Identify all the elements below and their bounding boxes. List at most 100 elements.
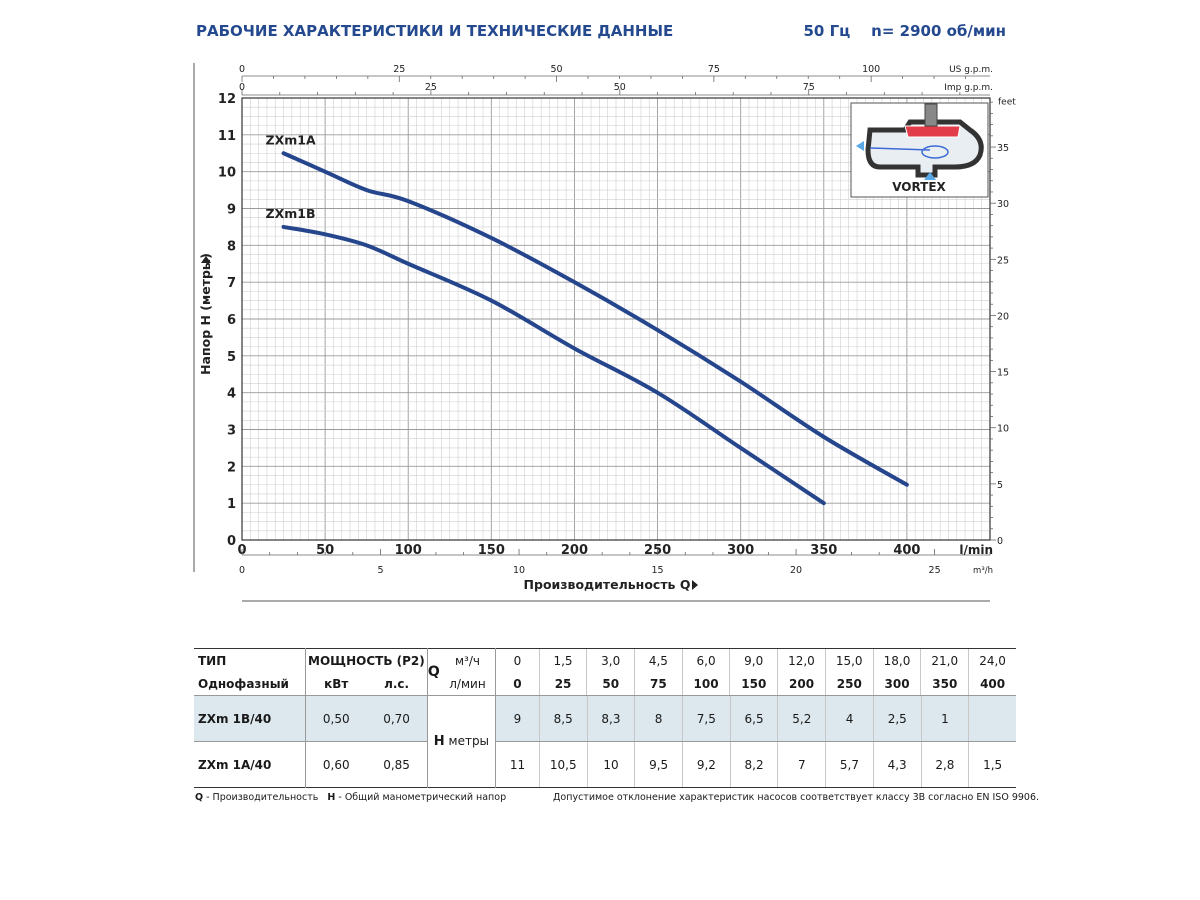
m3h-tick-label: 15 bbox=[652, 565, 664, 576]
feet-tick-label: 0 bbox=[997, 536, 1003, 547]
col-phase: Однофазный bbox=[194, 672, 307, 696]
x-axis-arrow bbox=[692, 580, 698, 590]
curve-zxm1b bbox=[281, 224, 826, 506]
flow-lmin-cell: 300 bbox=[873, 672, 922, 695]
head-zxm1b-cell: 8,5 bbox=[539, 696, 588, 741]
col-hp: л.с. bbox=[366, 672, 428, 696]
flow-m3h-cell: 24,0 bbox=[979, 653, 1006, 668]
us-gpm-tick-label: 50 bbox=[551, 64, 563, 75]
imp-gpm-tick-label: 75 bbox=[803, 82, 815, 93]
flow-lmin-cell: 100 bbox=[682, 672, 731, 695]
us-gpm-tick-label: 0 bbox=[239, 64, 245, 75]
m3h-unit-label: m³/h bbox=[973, 566, 993, 576]
head-zxm1b-cell: 8 bbox=[634, 696, 683, 741]
x-axis-title: Производительность Q bbox=[524, 577, 691, 592]
y-tick-label: 12 bbox=[218, 92, 236, 107]
flow-lmin-cell: 200 bbox=[777, 672, 826, 695]
head-zxm1a-cell: 7 bbox=[777, 742, 827, 787]
x-tick-label: 300 bbox=[727, 543, 754, 558]
y-tick-label: 4 bbox=[227, 387, 236, 402]
flow-lmin-cell: 400 bbox=[980, 676, 1006, 691]
h-label-cell: H метры bbox=[427, 695, 497, 788]
head-zxm1a-cell: 10 bbox=[587, 742, 636, 787]
y-tick-label: 10 bbox=[218, 166, 236, 181]
us-gpm-tick-label: 75 bbox=[708, 64, 720, 75]
head-zxm1a-cell: 9,2 bbox=[682, 742, 731, 787]
head-zxm1a-cell: 5,7 bbox=[825, 742, 874, 787]
x-tick-label: 100 bbox=[395, 543, 422, 558]
head-zxm1b-cell: 4 bbox=[825, 696, 874, 741]
head-zxm1a-cell: 11 bbox=[496, 742, 540, 787]
col-q: Q bbox=[427, 664, 440, 680]
y-axis-arrow bbox=[201, 256, 211, 263]
unit-m3h: м³/ч bbox=[439, 648, 497, 672]
vortex-label: VORTEX bbox=[892, 180, 946, 194]
hp-zxm1b: 0,70 bbox=[366, 695, 428, 742]
footer-note: Допустимое отклонение характеристик насо… bbox=[553, 792, 1040, 803]
head-zxm1a-cell: 9,5 bbox=[634, 742, 684, 787]
flow-m3h-cell: 9,0 bbox=[729, 649, 779, 672]
h-unit: метры bbox=[448, 734, 490, 748]
feet-unit-label: feet bbox=[998, 98, 1016, 108]
flow-m3h-cell: 1,5 bbox=[539, 649, 588, 672]
y-tick-label: 1 bbox=[227, 497, 236, 512]
h-symbol: H bbox=[433, 734, 445, 749]
head-zxm1a-cell: 2,8 bbox=[921, 742, 970, 787]
x-tick-label: 50 bbox=[316, 543, 334, 558]
flow-m3h-cell: 21,0 bbox=[920, 649, 970, 672]
hp-zxm1a: 0,85 bbox=[366, 741, 428, 788]
head-zxm1b-cell: 2,5 bbox=[873, 696, 922, 741]
flow-lmin-cell: 75 bbox=[634, 672, 683, 695]
head-zxm1b-cell: 9 bbox=[496, 696, 540, 741]
flow-m3h-cell: 18,0 bbox=[873, 649, 922, 672]
us-gpm-tick-label: 100 bbox=[862, 64, 880, 75]
col-power: МОЩНОСТЬ (P2) bbox=[305, 648, 428, 672]
imp-gpm-unit-label: Imp g.p.m. bbox=[944, 83, 993, 93]
feet-tick-label: 35 bbox=[997, 143, 1009, 154]
flow-lmin-cell: 25 bbox=[539, 672, 588, 695]
y-tick-label: 5 bbox=[227, 350, 236, 365]
y-tick-label: 7 bbox=[227, 276, 236, 291]
model-zxm1a: ZXm 1A/40 bbox=[194, 741, 307, 788]
frequency-speed: 50 Гц n= 2900 об/мин bbox=[803, 22, 1007, 40]
x-unit-label: l/min bbox=[959, 543, 993, 557]
technical-data-table: ТИП МОЩНОСТЬ (P2) Q м³/ч 0 1,5 3,0 4,5 6,0 9,… bbox=[194, 648, 1016, 788]
col-type: ТИП bbox=[194, 648, 307, 672]
imp-gpm-tick-label: 50 bbox=[614, 82, 626, 93]
y-tick-label: 9 bbox=[227, 203, 236, 218]
curve-zxm1a bbox=[281, 151, 909, 487]
us-gpm-unit-label: US g.p.m. bbox=[949, 65, 993, 75]
footer-legend: Q - Производительность H - Общий маномет… bbox=[195, 792, 507, 803]
flow-m3h-cell: 15,0 bbox=[825, 649, 874, 672]
head-zxm1b-cell: 5,2 bbox=[777, 696, 827, 741]
y-axis-title: Напор H (метры) bbox=[198, 253, 213, 375]
x-tick-label: 200 bbox=[561, 543, 588, 558]
kw-zxm1a: 0,60 bbox=[322, 757, 350, 772]
head-zxm1b-cell: 7,5 bbox=[682, 696, 731, 741]
flow-m3h-cell: 0 bbox=[496, 649, 540, 672]
y-tick-label: 8 bbox=[227, 239, 236, 254]
y-tick-label: 2 bbox=[227, 460, 236, 475]
flow-m3h-cell: 6,0 bbox=[682, 649, 731, 672]
head-zxm1a-cell: 1,5 bbox=[983, 757, 1003, 772]
y-tick-label: 3 bbox=[227, 424, 236, 439]
flow-m3h-cell: 4,5 bbox=[634, 649, 683, 672]
flow-m3h-cell: 12,0 bbox=[777, 649, 826, 672]
head-zxm1b-cell: 1 bbox=[921, 696, 970, 741]
col-kw: кВт bbox=[324, 676, 349, 691]
flow-lmin-cell: 0 bbox=[496, 672, 540, 695]
m3h-tick-label: 20 bbox=[790, 565, 802, 576]
y-tick-label: 6 bbox=[227, 313, 236, 328]
feet-tick-label: 15 bbox=[997, 368, 1009, 379]
y-tick-label: 11 bbox=[218, 129, 236, 144]
feet-tick-label: 10 bbox=[997, 424, 1009, 435]
head-zxm1a-cell: 10,5 bbox=[539, 742, 588, 787]
head-zxm1a-cell: 8,2 bbox=[730, 742, 779, 787]
imp-gpm-tick-label: 25 bbox=[425, 82, 437, 93]
feet-tick-label: 30 bbox=[997, 199, 1009, 210]
m3h-tick-label: 0 bbox=[239, 565, 245, 576]
page-title: РАБОЧИЕ ХАРАКТЕРИСТИКИ И ТЕХНИЧЕСКИЕ ДАН… bbox=[196, 22, 674, 40]
m3h-tick-label: 25 bbox=[929, 565, 941, 576]
